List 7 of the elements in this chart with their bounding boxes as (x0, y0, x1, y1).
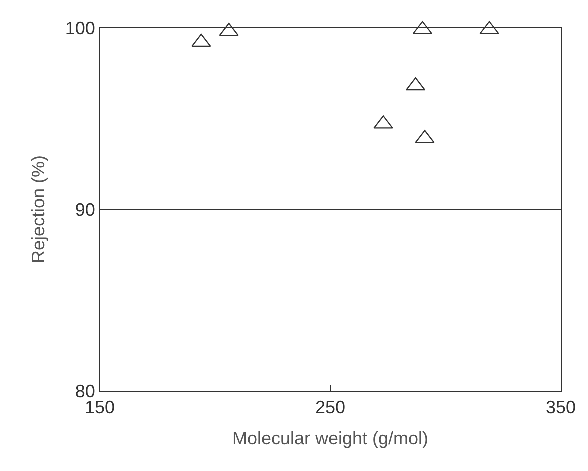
point (192, 34, 212, 48)
x-axis-title: Molecular weight (g/mol) (232, 428, 429, 449)
y-axis-title: Rejection (%) (28, 155, 49, 264)
y-tick-label: 100 (65, 18, 96, 38)
x-tick-label: 350 (546, 398, 576, 418)
x-tick-label: 250 (315, 398, 346, 418)
y-tick-label: 90 (75, 200, 96, 220)
